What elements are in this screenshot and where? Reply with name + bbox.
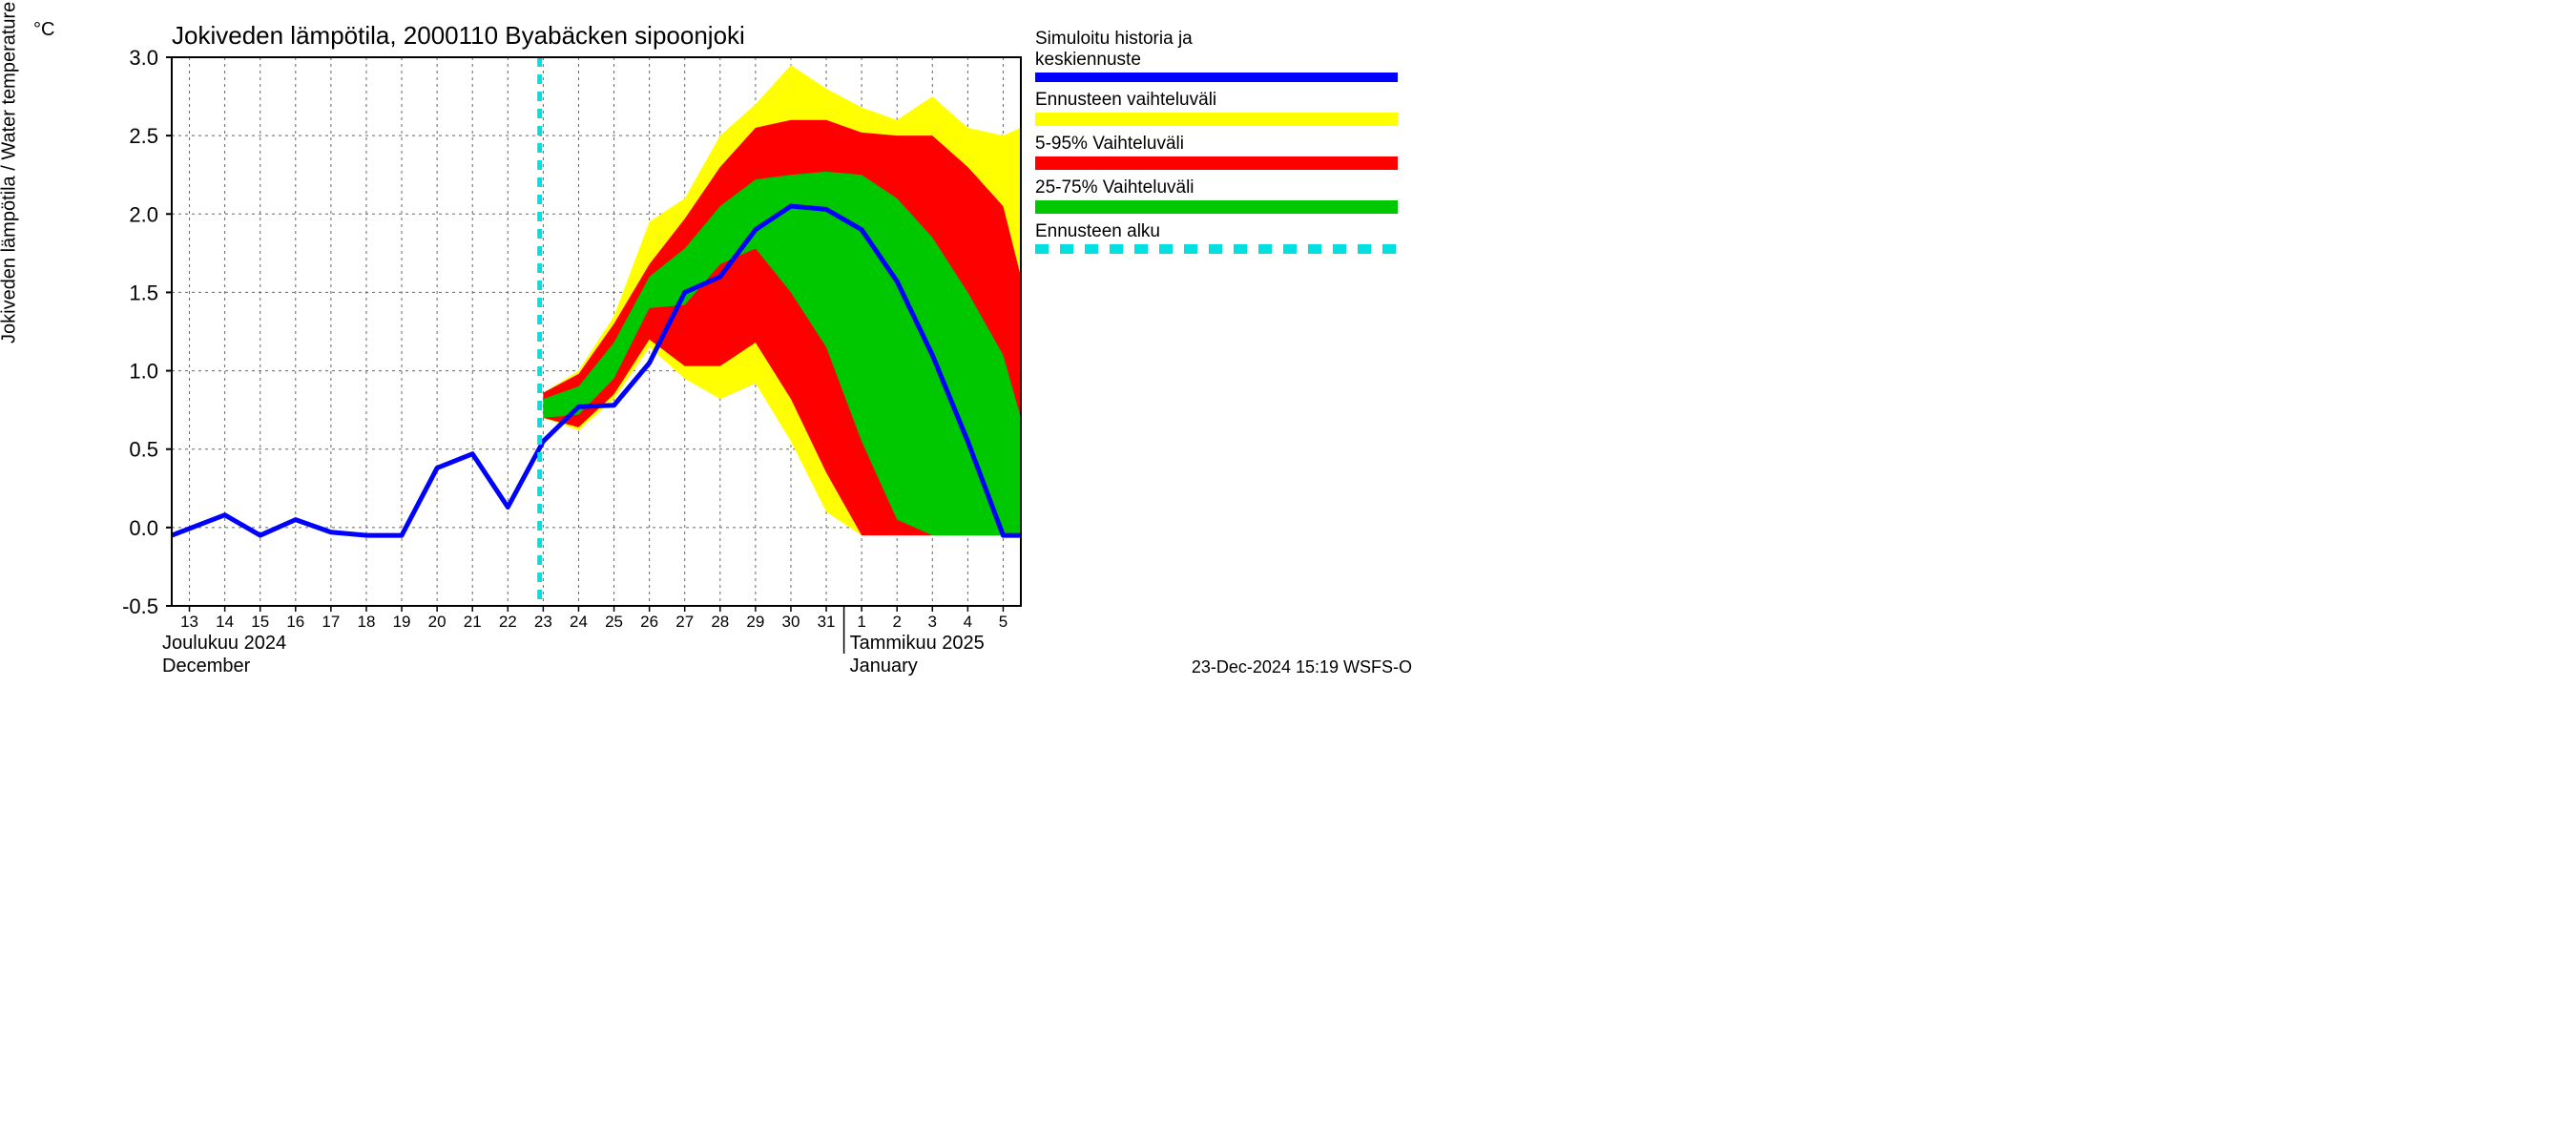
svg-text:31: 31: [818, 613, 836, 631]
svg-text:-0.5: -0.5: [122, 594, 158, 618]
svg-text:23: 23: [534, 613, 552, 631]
svg-text:1.0: 1.0: [129, 360, 158, 384]
legend-item: 5-95% Vaihteluväli: [1035, 134, 1417, 170]
legend-swatch: [1035, 200, 1398, 214]
svg-text:21: 21: [464, 613, 482, 631]
svg-text:15: 15: [251, 613, 269, 631]
svg-text:17: 17: [322, 613, 340, 631]
svg-text:26: 26: [640, 613, 658, 631]
svg-text:3.0: 3.0: [129, 46, 158, 70]
svg-text:2: 2: [892, 613, 901, 631]
svg-text:16: 16: [286, 613, 304, 631]
svg-text:30: 30: [781, 613, 800, 631]
legend-item: Simuloitu historia jakeskiennuste: [1035, 29, 1417, 82]
svg-text:27: 27: [675, 613, 694, 631]
svg-text:1.5: 1.5: [129, 281, 158, 304]
legend: Simuloitu historia jakeskiennuste Ennuste…: [1035, 29, 1417, 261]
month-label-en: January: [850, 656, 918, 677]
legend-label: keskiennuste: [1035, 50, 1417, 71]
legend-label: Simuloitu historia ja: [1035, 29, 1417, 50]
y-unit-label: °C: [33, 19, 54, 41]
svg-text:18: 18: [357, 613, 375, 631]
svg-text:25: 25: [605, 613, 623, 631]
legend-swatch: [1035, 244, 1398, 254]
svg-text:19: 19: [393, 613, 411, 631]
legend-label: Ennusteen vaihteluväli: [1035, 90, 1417, 111]
svg-text:22: 22: [499, 613, 517, 631]
legend-label: 25-75% Vaihteluväli: [1035, 177, 1417, 198]
svg-text:2.5: 2.5: [129, 124, 158, 148]
svg-text:20: 20: [428, 613, 447, 631]
svg-text:13: 13: [180, 613, 198, 631]
legend-item: 25-75% Vaihteluväli: [1035, 177, 1417, 214]
svg-text:29: 29: [746, 613, 764, 631]
legend-item: Ennusteen alku: [1035, 221, 1417, 254]
svg-text:0.5: 0.5: [129, 438, 158, 462]
svg-text:28: 28: [711, 613, 729, 631]
svg-text:0.0: 0.0: [129, 516, 158, 540]
legend-swatch: [1035, 156, 1398, 170]
month-label: Joulukuu 2024: [162, 633, 286, 655]
month-label: Tammikuu 2025: [850, 633, 985, 655]
legend-item: Ennusteen vaihteluväli: [1035, 90, 1417, 126]
legend-swatch: [1035, 113, 1398, 126]
legend-label: Ennusteen alku: [1035, 221, 1417, 242]
chart-container: -0.50.00.51.01.52.02.53.0131415161718192…: [0, 0, 1431, 687]
svg-text:4: 4: [964, 613, 972, 631]
month-label-en: December: [162, 656, 250, 677]
svg-text:2.0: 2.0: [129, 202, 158, 226]
svg-text:3: 3: [928, 613, 937, 631]
y-axis-label: Jokiveden lämpötila / Water temperature: [0, 2, 21, 344]
chart-footer: 23-Dec-2024 15:19 WSFS-O: [1192, 657, 1412, 677]
svg-text:5: 5: [999, 613, 1008, 631]
svg-text:24: 24: [570, 613, 588, 631]
legend-label: 5-95% Vaihteluväli: [1035, 134, 1417, 155]
chart-title: Jokiveden lämpötila, 2000110 Byabäcken s…: [172, 21, 745, 51]
svg-text:14: 14: [216, 613, 234, 631]
legend-swatch: [1035, 73, 1398, 82]
svg-text:1: 1: [857, 613, 865, 631]
